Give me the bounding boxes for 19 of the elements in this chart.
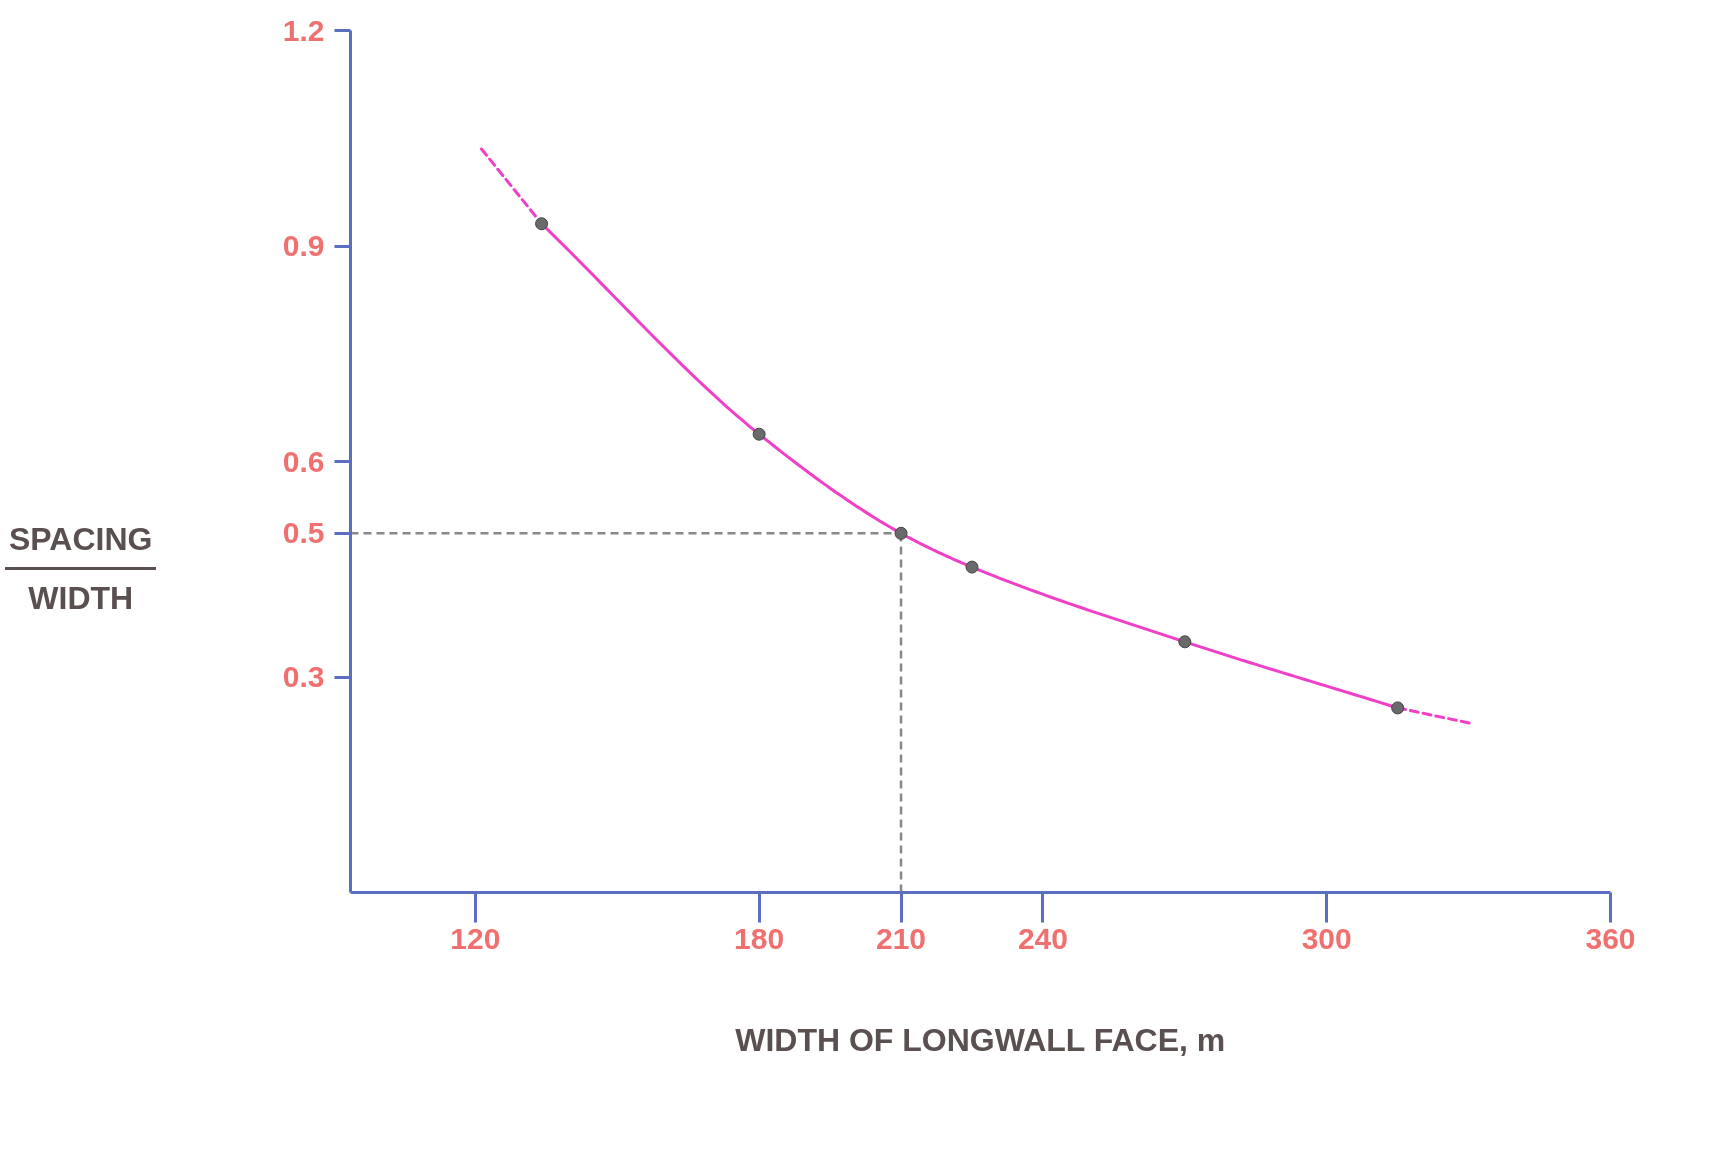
y-tick-label: 0.3 xyxy=(282,660,325,693)
x-tick-label: 120 xyxy=(450,921,501,955)
x-axis-title: WIDTH OF LONGWALL FACE, m xyxy=(735,1021,1226,1058)
y-axis-title: SPACING WIDTH xyxy=(8,520,154,618)
y-tick-label: 0.6 xyxy=(282,444,325,478)
x-tick-label: 360 xyxy=(1585,921,1636,955)
y-tick-label: 1.2 xyxy=(282,13,325,47)
y-tick-label: 0.5 xyxy=(282,516,325,550)
point xyxy=(752,427,766,441)
point xyxy=(535,217,549,231)
x-tick-label: 210 xyxy=(876,921,927,955)
x-tick-label: 180 xyxy=(734,921,785,955)
point xyxy=(894,526,908,540)
x-tick-label: 240 xyxy=(1017,921,1068,955)
point xyxy=(1178,635,1192,649)
x-tick-label: 300 xyxy=(1301,921,1352,955)
point xyxy=(1391,701,1405,715)
y-tick-label: 0.9 xyxy=(282,229,325,262)
point xyxy=(965,560,979,574)
